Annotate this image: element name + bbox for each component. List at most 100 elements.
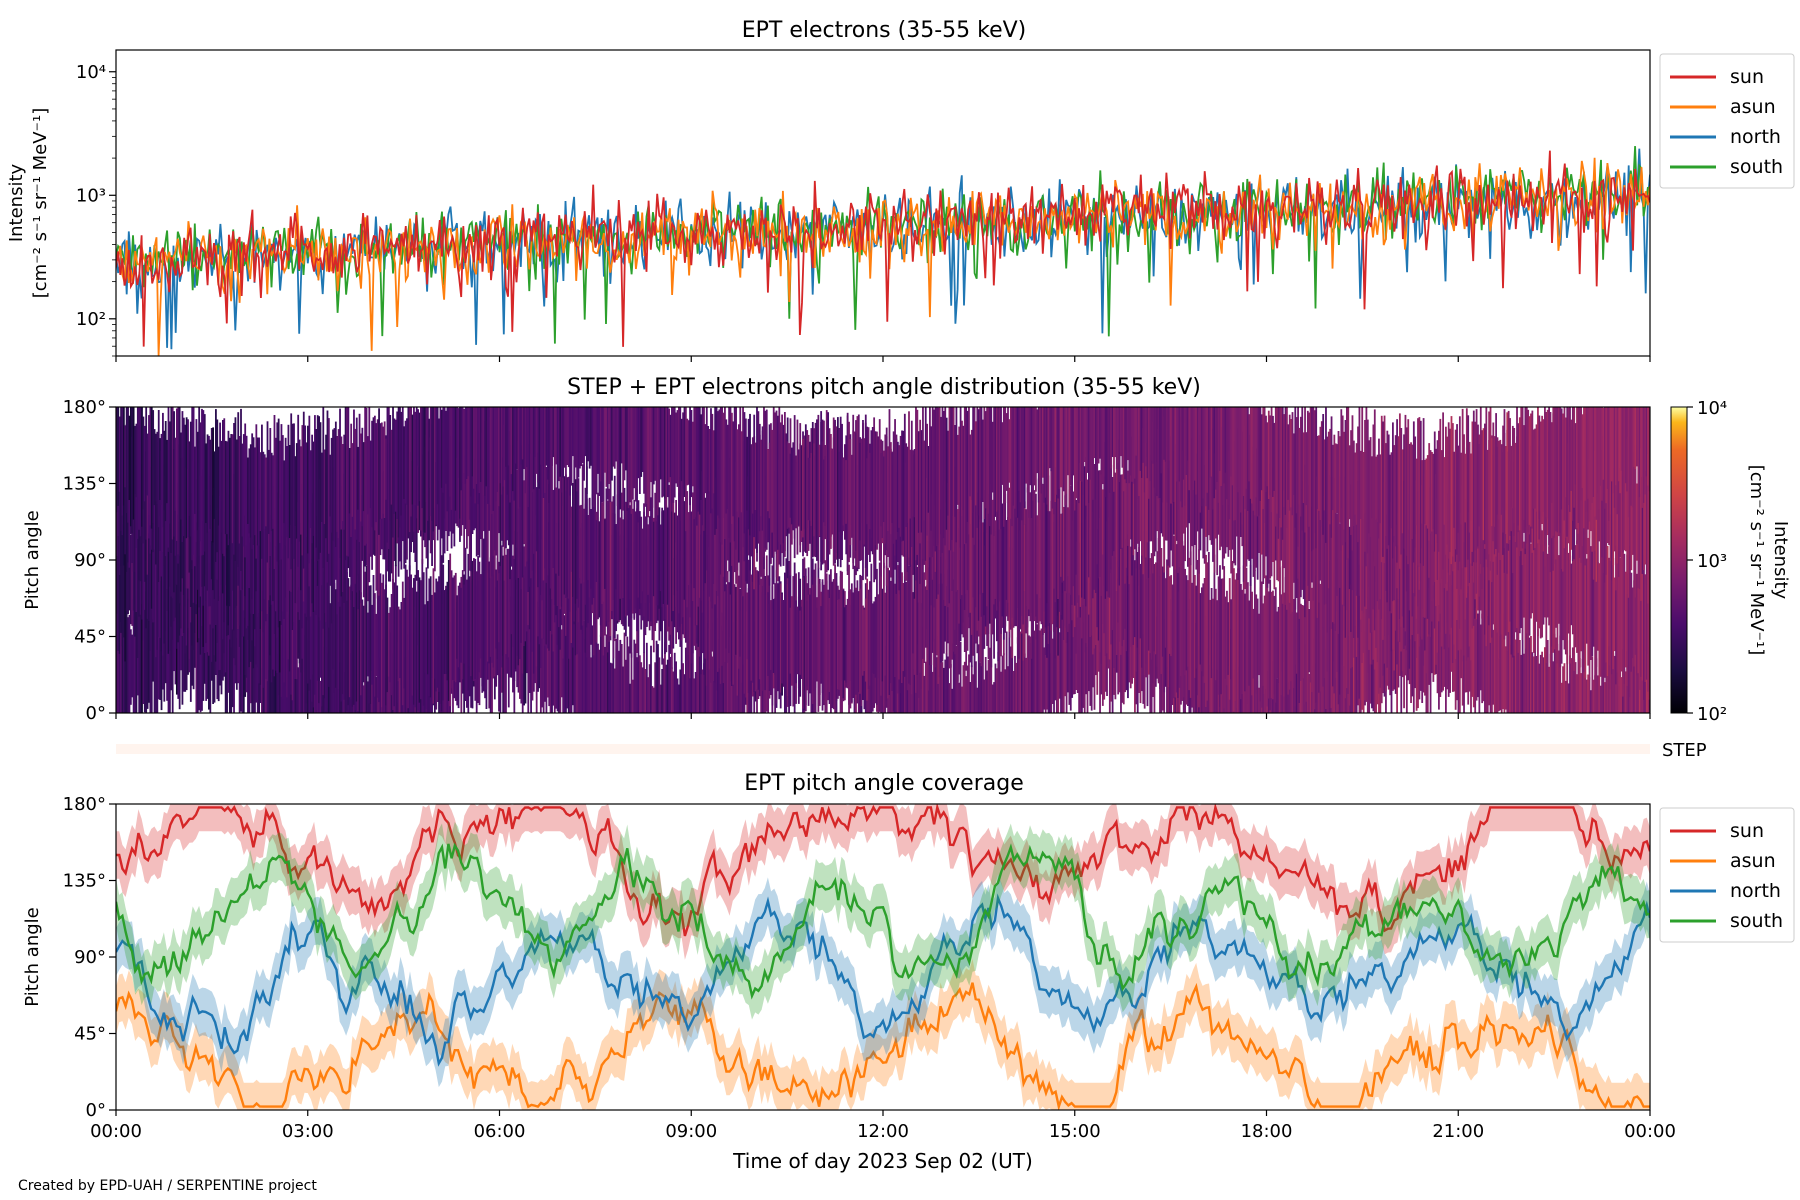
pad-cell — [174, 487, 177, 556]
pad-cell — [1283, 592, 1286, 697]
pad-cell — [367, 436, 369, 515]
pad-cell — [1316, 476, 1319, 618]
pad-cell — [1482, 428, 1485, 541]
pad-cell — [463, 584, 466, 664]
pad-cell — [1524, 618, 1527, 713]
pad-cell — [290, 413, 293, 570]
pad-cell — [567, 407, 570, 468]
pad-cell — [1334, 477, 1337, 631]
pad-cell — [435, 407, 438, 525]
pad-cell — [1061, 407, 1064, 514]
pad-cell — [1503, 515, 1506, 640]
pad-cell — [1493, 620, 1496, 713]
pad-cell — [272, 518, 274, 602]
pad-cell — [177, 514, 180, 643]
pad-cell — [698, 551, 701, 657]
pad-cell — [1050, 616, 1053, 713]
pad-cell — [1270, 591, 1273, 699]
pad-cell — [507, 407, 510, 466]
pad-cell — [1128, 430, 1131, 585]
pad-cell — [633, 499, 636, 620]
pad-cell — [1293, 599, 1295, 689]
pad-cell — [839, 576, 842, 713]
step-strip-bar — [116, 744, 1650, 754]
coverage-band-north — [116, 874, 1650, 1088]
pad-cell — [987, 407, 990, 514]
pad-cell — [546, 608, 549, 698]
pad-cell — [719, 543, 722, 684]
pad-cell — [913, 569, 916, 675]
pad-cell — [795, 455, 797, 519]
pad-cell — [293, 423, 295, 559]
pad-cell — [496, 407, 499, 492]
pad-cell — [399, 609, 401, 679]
pad-cell — [408, 407, 411, 533]
pad-cell — [295, 443, 298, 539]
pad-cell — [538, 407, 541, 489]
pad-cell — [923, 572, 926, 663]
pad-cell — [1124, 407, 1127, 480]
pad-cell — [520, 551, 523, 643]
pad-cell — [1273, 595, 1276, 695]
pad-cell — [415, 591, 418, 690]
pad-cell — [1113, 407, 1115, 492]
pad-cell — [1021, 407, 1023, 521]
pad-cell — [884, 592, 887, 676]
pad-cell — [1134, 460, 1136, 550]
pad-cell — [1503, 613, 1506, 713]
pad-cell — [623, 632, 626, 713]
pad-cell — [1030, 643, 1033, 713]
pad-cell — [447, 407, 450, 490]
pad-cell — [1405, 427, 1408, 556]
pad-cell — [175, 408, 178, 541]
pad-cell — [1378, 533, 1380, 694]
pad-cell — [1445, 536, 1447, 634]
pad-cell — [461, 407, 464, 483]
pad-cell — [774, 412, 777, 552]
pad-cell — [265, 498, 268, 622]
pad-cell — [857, 591, 860, 693]
pad-cell — [1214, 453, 1217, 539]
pad-cell — [1419, 583, 1422, 691]
pad-cell — [261, 507, 263, 612]
pad-cell — [1301, 407, 1304, 531]
pad-cell — [1142, 570, 1145, 635]
pad-cell — [658, 507, 661, 609]
pad-cell — [408, 565, 411, 713]
pad-cell — [958, 426, 961, 513]
pad-cell — [152, 531, 155, 623]
pad-cell — [1386, 430, 1389, 549]
pad-cell — [636, 488, 638, 632]
pad-cell — [1344, 420, 1347, 543]
pad-cell — [592, 501, 595, 598]
pad-cell — [277, 418, 280, 566]
pad-cell — [1175, 444, 1178, 541]
pad-cell — [705, 528, 708, 686]
pad-cell — [375, 423, 378, 523]
pad-cell — [196, 431, 199, 531]
pad-cell — [1040, 628, 1043, 713]
pad-cell — [1588, 407, 1591, 522]
pad-cell — [1610, 407, 1613, 482]
pad-cell — [704, 424, 707, 494]
pad-cell — [824, 585, 827, 705]
pad-cell — [318, 562, 320, 704]
pad-cell — [912, 592, 915, 654]
pad-cell — [1389, 504, 1392, 612]
pad-cell — [1036, 515, 1039, 595]
pad-cell — [440, 447, 443, 539]
pad-cell — [627, 492, 630, 627]
pad-cell — [565, 474, 567, 598]
pad-cell — [216, 534, 219, 643]
pad-cell — [1238, 407, 1241, 498]
pad-cell — [1352, 479, 1355, 638]
legend-label-south: south — [1730, 156, 1783, 178]
pad-cell — [466, 436, 468, 549]
pad-cell — [1309, 675, 1312, 713]
pad-cell — [479, 450, 482, 540]
pad-cell — [1266, 451, 1269, 588]
pad-cell — [941, 662, 944, 713]
pad-cell — [1281, 566, 1284, 713]
pad-cell — [991, 421, 994, 493]
pad-cell — [867, 589, 870, 689]
